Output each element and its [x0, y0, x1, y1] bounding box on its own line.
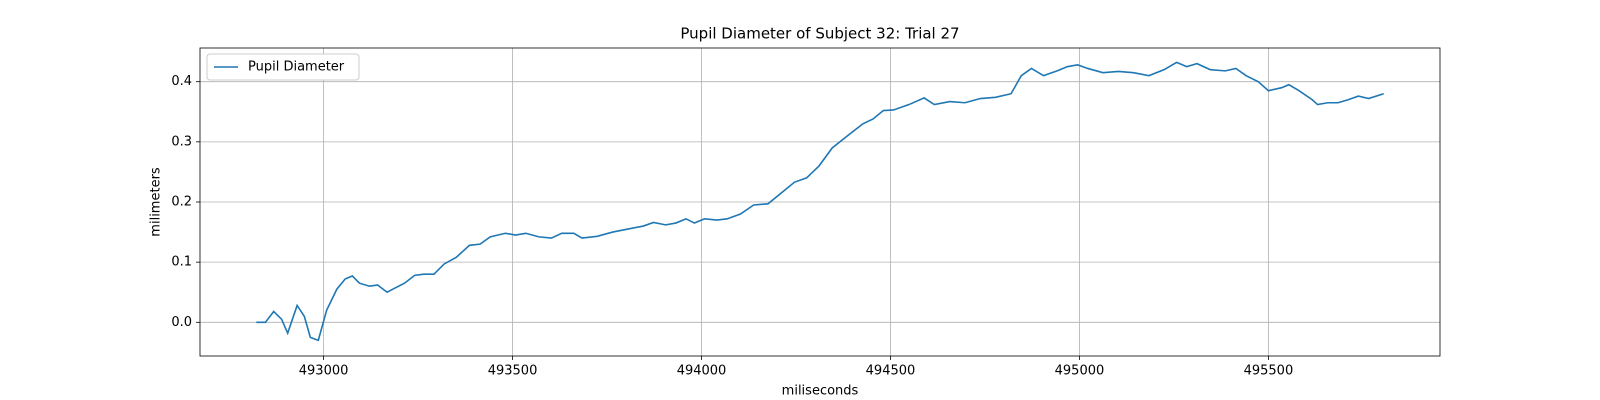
plot-frame	[199, 47, 1441, 357]
y-tick-label: 0.3	[171, 134, 192, 149]
data-line	[256, 61, 1384, 342]
y-tick-label: 0.2	[171, 195, 192, 210]
y-tick-label: 0.1	[171, 255, 192, 270]
x-tick-label: 495500	[1244, 364, 1294, 379]
x-tick-label: 494000	[677, 364, 727, 379]
x-tick-label: 494500	[866, 364, 916, 379]
chart-title: Pupil Diameter of Subject 32: Trial 27	[680, 25, 959, 43]
y-tick-label: 0.4	[171, 74, 192, 89]
y-tick-label: 0.0	[171, 315, 192, 330]
x-axis-label: miliseconds	[782, 384, 859, 399]
x-tick-label: 495000	[1055, 364, 1105, 379]
y-axis-label: milimeters	[149, 167, 164, 237]
x-tick-label: 493000	[299, 364, 349, 379]
x-tick-label: 493500	[488, 364, 538, 379]
legend-box	[206, 53, 360, 81]
legend-label: Pupil Diameter	[248, 60, 345, 75]
